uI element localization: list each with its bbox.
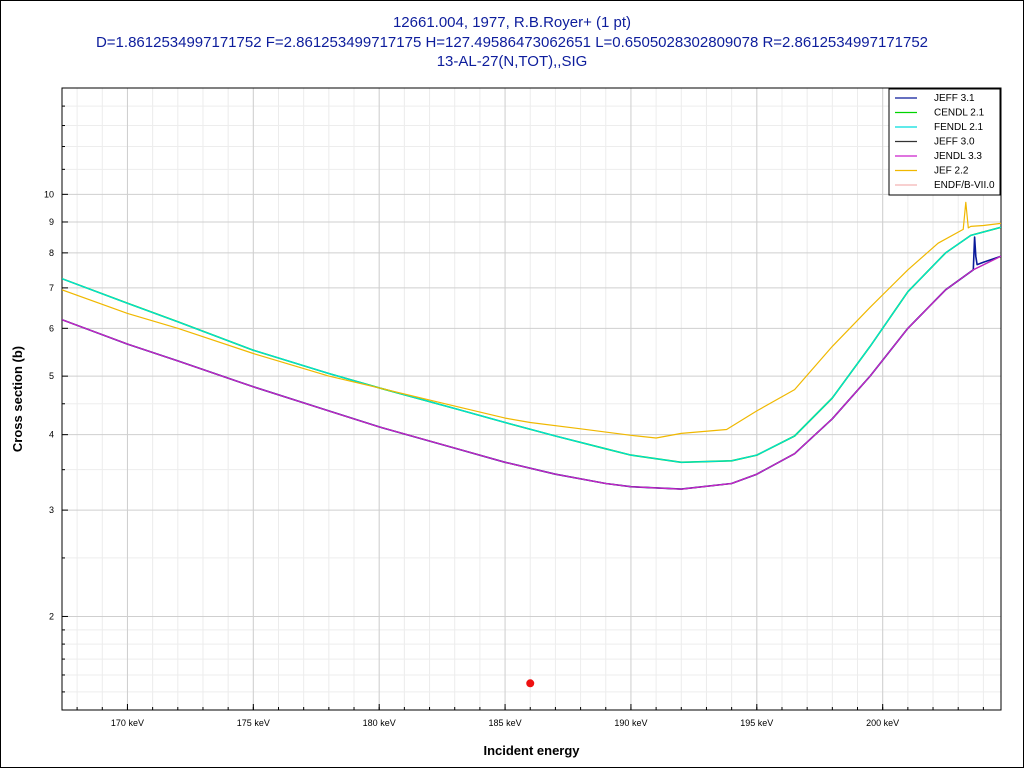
- legend-entry-label: JEFF 3.1: [934, 93, 975, 104]
- chart-title-line1: 12661.004, 1977, R.B.Royer+ (1 pt): [392, 14, 632, 31]
- chart-title-line2: D=1.8612534997171752 F=2.861253499717175…: [95, 34, 929, 51]
- x-tick-label: 190 keV: [614, 718, 647, 728]
- x-axis-title: Incident energy: [483, 743, 580, 758]
- y-tick-label: 3: [49, 505, 54, 515]
- series-line-jendl-3-3: [62, 255, 1001, 490]
- y-tick-label: 5: [49, 371, 54, 381]
- legend: JEFF 3.1 CENDL 2.1 FENDL 2.1 JEFF 3.0 JENDL …: [888, 88, 1001, 196]
- legend-entry-label: JENDL 3.3: [934, 151, 982, 162]
- legend-entry-label: JEF 2.2: [934, 166, 969, 177]
- y-tick-label: 8: [49, 248, 54, 258]
- series-line-jef-2-2: [62, 201, 1001, 439]
- y-tick-label: 7: [49, 283, 54, 293]
- y-tick-label: 6: [49, 323, 54, 333]
- x-tick-label: 180 keV: [363, 718, 396, 728]
- y-tick-label: 4: [49, 430, 54, 440]
- x-tick-label: 195 keV: [740, 718, 773, 728]
- x-tick-label: 185 keV: [489, 718, 522, 728]
- minor-gridlines: [62, 87, 1001, 710]
- y-axis-title: Cross section (b): [10, 346, 25, 452]
- series-lines: [62, 201, 1001, 490]
- data-points: [526, 679, 535, 688]
- legend-entry-label: ENDF/B-VII.0: [934, 180, 995, 191]
- legend-entry-label: CENDL 2.1: [934, 108, 985, 119]
- major-gridlines: [62, 88, 1001, 710]
- experimental-data-point: [526, 679, 535, 688]
- series-line-fendl-2-1: [62, 226, 1001, 463]
- y-tick-label: 2: [49, 611, 54, 621]
- x-tick-label: 175 keV: [237, 718, 270, 728]
- legend-entry-label: FENDL 2.1: [934, 122, 984, 133]
- y-tick-label: 10: [44, 189, 54, 199]
- x-tick-label: 200 keV: [866, 718, 899, 728]
- plot-area-border: [61, 87, 1002, 711]
- x-tick-label: 170 keV: [111, 718, 144, 728]
- axis-ticks: 170 keV 175 keV 180 keV 185 keV 190 keV 195 k…: [44, 87, 984, 728]
- chart-title-line3: 13-AL-27(N,TOT),,SIG: [436, 53, 588, 70]
- y-tick-label: 9: [49, 217, 54, 227]
- legend-entry-label: JEFF 3.0: [934, 137, 975, 148]
